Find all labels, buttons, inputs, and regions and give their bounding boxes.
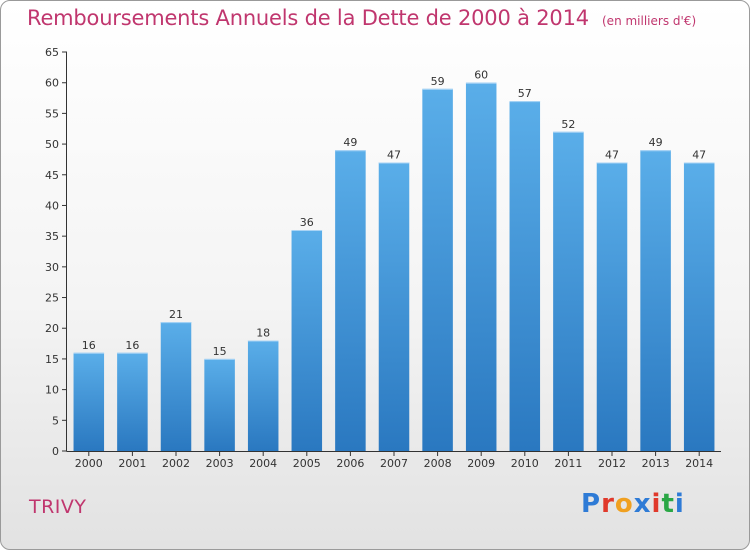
logo-letter: x — [633, 489, 652, 519]
x-tick-label: 2012 — [598, 457, 626, 470]
bar-2013 — [640, 150, 671, 451]
chart-unit: (en milliers d'€) — [602, 14, 697, 28]
commune-name: TRIVY — [29, 496, 87, 518]
x-tick-label: 2007 — [380, 457, 408, 470]
y-tick-label: 10 — [45, 384, 59, 397]
value-label: 59 — [431, 75, 445, 88]
logo-letter: r — [601, 489, 615, 519]
x-tick-label: 2001 — [118, 457, 146, 470]
x-tick-label: 2008 — [424, 457, 452, 470]
x-axis: 2000 2001 2002 2003 2004 2005 2006 2007 2008 2009… — [66, 451, 721, 470]
value-label: 15 — [213, 345, 227, 358]
value-label: 52 — [561, 118, 575, 131]
x-tick-label: 2010 — [511, 457, 539, 470]
value-label: 60 — [474, 69, 488, 82]
y-tick-label: 5 — [52, 414, 59, 427]
bar-2012 — [596, 162, 628, 451]
value-label: 49 — [343, 136, 357, 149]
y-tick-label: 55 — [45, 107, 59, 120]
bar-2014 — [683, 162, 715, 451]
bar-2008 — [422, 88, 453, 451]
bar-2011 — [553, 131, 584, 452]
y-tick-label: 15 — [45, 353, 59, 366]
y-tick-label: 30 — [45, 261, 59, 274]
logo-letter: i — [674, 489, 685, 519]
y-tick-label: 25 — [45, 292, 59, 305]
bars — [73, 82, 715, 452]
bar-2010 — [509, 101, 541, 451]
x-tick-label: 2013 — [642, 457, 670, 470]
value-label: 16 — [82, 339, 96, 352]
chart-title: Remboursements Annuels de la Dette de 20… — [27, 6, 589, 30]
value-label: 36 — [300, 216, 314, 229]
x-tick-label: 2002 — [162, 457, 190, 470]
value-label: 49 — [649, 136, 663, 149]
logo-letter: t — [661, 489, 675, 519]
y-tick-label: 0 — [52, 445, 59, 458]
value-labels: 16 16 21 15 18 36 49 47 59 60 57 52 47 49 47 — [82, 69, 706, 358]
value-label: 47 — [387, 148, 401, 161]
x-tick-label: 2004 — [249, 457, 277, 470]
x-tick-label: 2006 — [336, 457, 364, 470]
value-label: 47 — [692, 148, 706, 161]
y-tick-label: 60 — [45, 77, 59, 90]
x-tick-label: 2009 — [467, 457, 495, 470]
bar-2006 — [335, 150, 366, 451]
logo-letter: o — [614, 489, 634, 519]
value-label: 18 — [256, 327, 270, 340]
bar-2005 — [291, 230, 323, 451]
y-tick-label: 65 — [45, 46, 59, 59]
proxiti-logo[interactable]: Proxiti — [581, 489, 685, 519]
bar-2003 — [204, 358, 235, 451]
bar-2001 — [117, 352, 148, 451]
y-tick-label: 45 — [45, 169, 59, 182]
y-axis: 0 5 10 15 20 25 30 35 40 45 50 55 60 65 — [45, 46, 67, 458]
logo-letter: P — [581, 489, 602, 519]
y-tick-label: 50 — [45, 138, 59, 151]
value-label: 16 — [125, 339, 139, 352]
bar-2009 — [465, 82, 497, 451]
value-label: 21 — [169, 308, 183, 321]
y-tick-label: 35 — [45, 230, 59, 243]
value-label: 57 — [518, 87, 532, 100]
x-tick-label: 2005 — [293, 457, 321, 470]
x-tick-label: 2003 — [206, 457, 234, 470]
x-tick-label: 2014 — [685, 457, 713, 470]
bar-2000 — [73, 352, 105, 451]
x-tick-label: 2000 — [75, 457, 103, 470]
bar-2002 — [160, 322, 192, 451]
bar-2004 — [247, 340, 279, 451]
value-label: 47 — [605, 148, 619, 161]
y-tick-label: 40 — [45, 199, 59, 212]
y-tick-label: 20 — [45, 322, 59, 335]
bar-2007 — [378, 162, 410, 451]
chart-header: Remboursements Annuels de la Dette de 20… — [27, 6, 696, 30]
logo-letter: i — [651, 489, 662, 519]
x-tick-label: 2011 — [554, 457, 582, 470]
